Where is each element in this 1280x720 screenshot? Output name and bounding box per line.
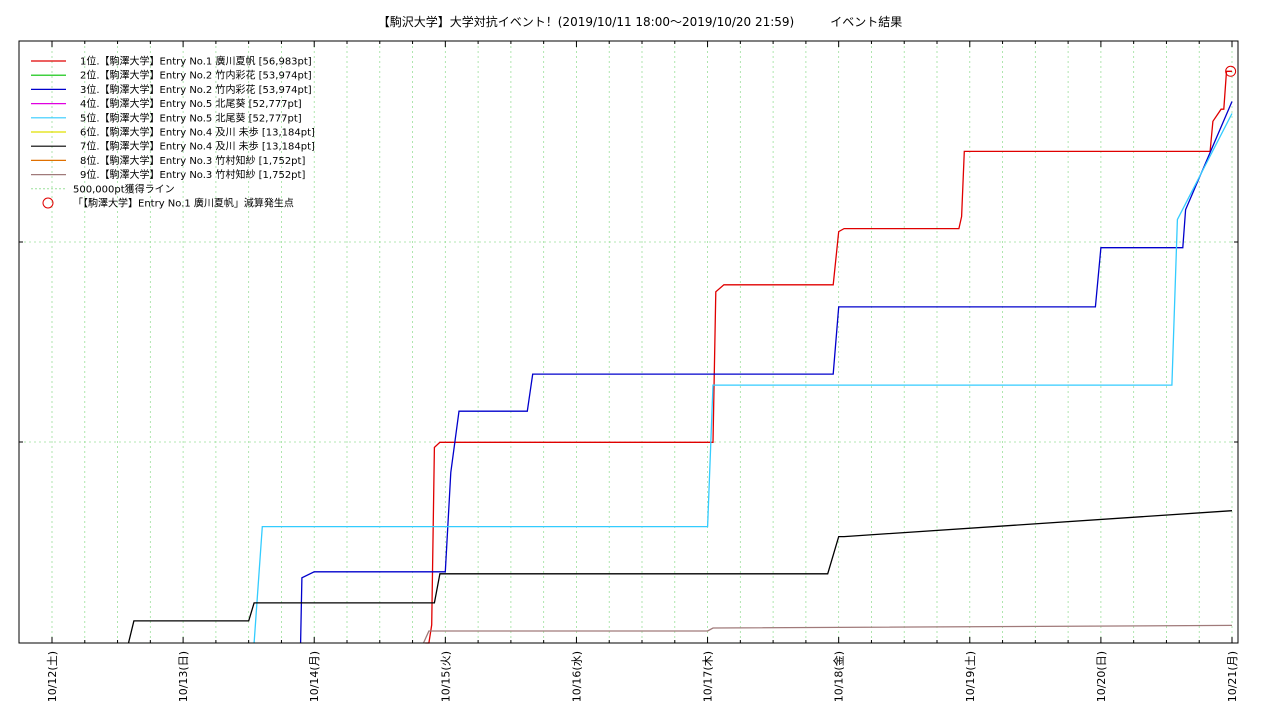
axis-ticks: 10/12(土) 10/13(日) 10/14(月) 10/15(火) 10/16(水)… [19,41,1239,702]
series-line-5 [253,113,1233,644]
plot-frame [18,40,1239,644]
legend-swatch-marker [42,197,54,209]
series-line-3 [299,101,1233,644]
x-tick-label: 10/18(金) [832,651,846,702]
x-tick-label: 10/12(土) [46,651,59,702]
legend-label-8: 8位.【駒澤大学】Entry No.3 竹村知紗 [1,752pt] [80,154,305,167]
legend-label-3: 3位.【駒澤大学】Entry No.2 竹内彩花 [53,974pt] [80,83,312,96]
legend-label-reference: 500,000pt獲得ライン [73,182,175,195]
series-line-7 [127,510,1233,644]
legend: 1位.【駒澤大学】Entry No.1 廣川夏帆 [56,983pt]2位.【駒… [31,55,315,210]
legend-label-5: 5位.【駒澤大学】Entry No.5 北尾葵 [52,777pt] [80,111,302,124]
x-tick-label: 10/19(土) [964,651,977,702]
chart-title: 【駒沢大学】大学対抗イベント！(2019/10/11 18:00～2019/10… [377,15,903,29]
legend-label-7: 7位.【駒澤大学】Entry No.4 及川 未歩 [13,184pt] [80,140,315,153]
x-tick-label: 10/14(月) [308,651,321,702]
x-tick-label: 10/21(月) [1226,651,1239,702]
legend-label-marker: 「【駒澤大学】Entry No.1 廣川夏帆」減算発生点 [73,197,294,210]
grid [19,41,1238,643]
x-tick-label: 10/17(木) [702,651,715,702]
legend-label-6: 6位.【駒澤大学】Entry No.4 及川 未歩 [13,184pt] [80,126,315,139]
legend-label-2: 2位.【駒澤大学】Entry No.2 竹内彩花 [53,974pt] [80,69,312,82]
legend-label-1: 1位.【駒澤大学】Entry No.1 廣川夏帆 [56,983pt] [80,55,312,68]
x-tick-label: 10/13(日) [177,651,190,702]
x-tick-label: 10/20(日) [1095,651,1108,702]
series-line-1 [425,70,1232,644]
series-lines [127,70,1233,644]
markers [1225,65,1237,77]
legend-label-4: 4位.【駒澤大学】Entry No.5 北尾葵 [52,777pt] [80,97,302,110]
x-tick-label: 10/16(水) [570,651,583,702]
decrement-marker [1225,65,1237,77]
x-tick-label: 10/15(火) [439,651,452,702]
series-line-9 [422,624,1233,644]
legend-label-9: 9位.【駒澤大学】Entry No.3 竹村知紗 [1,752pt] [80,168,305,181]
